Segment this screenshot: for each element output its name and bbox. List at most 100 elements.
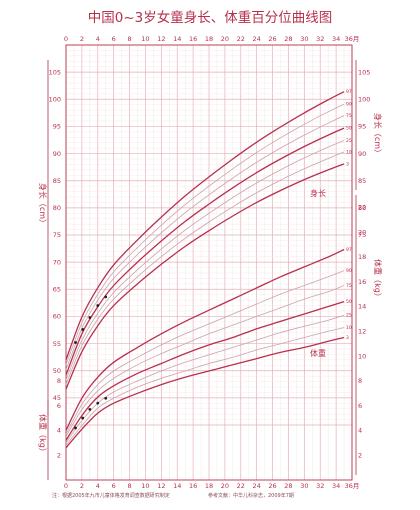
- weight-measurement-point: [88, 407, 92, 411]
- weight-tick-label-right: 18: [358, 253, 366, 261]
- length-curve-p97: [65, 91, 345, 361]
- weight-tick-label-right: 22: [358, 204, 366, 212]
- weight-percentile-label: 90: [346, 268, 352, 274]
- x-ticks-bottom: 0 2 4 6 8 10 12 14 16 18 20 22 24 26 28 30 32 34 36月: [64, 482, 359, 490]
- x-tick-label-bottom: 12: [157, 482, 165, 490]
- weight-percentile-label: 75: [346, 283, 352, 289]
- length-tick-label-left: 50: [53, 367, 61, 375]
- x-tick-label-bottom: 20: [221, 482, 229, 490]
- weight-tick-label-right: 4: [358, 427, 362, 435]
- length-tick-label-left: 100: [49, 95, 61, 103]
- x-tick-label-top: 6: [112, 35, 116, 43]
- weight-curve-p25: [65, 314, 345, 444]
- length-tick-label-left: 105: [49, 68, 61, 76]
- length-tick-label-left: 55: [53, 340, 61, 348]
- weight-curve-p10: [65, 327, 345, 446]
- x-tick-label-top: 18: [205, 35, 213, 43]
- x-tick-label-top: 14: [173, 35, 181, 43]
- x-tick-label-top: 32: [316, 35, 324, 43]
- weight-percentile-label: 97: [346, 247, 352, 253]
- length-tick-label-left: 45: [53, 394, 61, 402]
- length-measurement-point: [104, 295, 108, 299]
- x-tick-label-bottom: 0: [64, 482, 68, 490]
- x-tick-label-bottom: 24: [253, 482, 261, 490]
- x-tick-label-top: 34: [332, 35, 340, 43]
- weight-axis-label-left: 体重（kg）: [38, 414, 48, 456]
- length-tick-label-right: 90: [358, 150, 366, 158]
- length-percentile-label: 10: [346, 149, 352, 155]
- x-tick-label-top: 26: [268, 35, 276, 43]
- length-percentile-label: 90: [346, 102, 352, 108]
- x-ticks-top: 0 2 4 6 8 10 12 14 16 18 20 22 24 26 28 30 32 34 36月: [64, 35, 359, 43]
- x-tick-label-top: 36月: [345, 35, 360, 43]
- length-tick-label-left: 80: [53, 204, 61, 212]
- length-tick-label-left: 85: [53, 177, 61, 185]
- length-tick-label-right: 95: [358, 123, 366, 131]
- length-measurement-point: [96, 304, 100, 307]
- length-tick-label-right: 80: [358, 204, 366, 212]
- weight-series-label: 体重: [310, 348, 326, 358]
- source-note: 注：根据2005年九市儿童体格发育调查数据研究制定: [52, 492, 170, 499]
- weight-percentile-label: 10: [346, 325, 352, 331]
- weight-curve-p50: [65, 300, 345, 441]
- x-tick-label-bottom: 8: [127, 482, 131, 490]
- x-tick-label-top: 12: [157, 35, 165, 43]
- x-tick-label-top: 8: [127, 35, 131, 43]
- length-tick-label-right: 100: [358, 95, 370, 103]
- x-tick-label-top: 20: [221, 35, 229, 43]
- x-tick-label-bottom: 6: [112, 482, 116, 490]
- x-tick-label-bottom: 10: [141, 482, 149, 490]
- weight-curve-p75: [65, 285, 345, 437]
- x-tick-label-bottom: 34: [332, 482, 340, 490]
- weight-axis-label-right: 体重（kg）: [373, 259, 383, 301]
- length-curve-p90: [65, 103, 345, 365]
- grid: [47, 44, 357, 481]
- length-tick-label-right: 105: [358, 68, 370, 76]
- length-tick-label-left: 90: [53, 150, 61, 158]
- length-tick-label-right: 85: [358, 177, 366, 185]
- length-percentile-label: 3: [346, 161, 349, 167]
- length-percentile-label: 50: [346, 126, 352, 132]
- x-tick-label-top: 24: [253, 35, 261, 43]
- x-tick-label-top: 4: [96, 35, 100, 43]
- length-tick-label-left: 65: [53, 285, 61, 293]
- weight-tick-label-left: 8: [57, 377, 61, 385]
- weight-measurement-point: [81, 416, 85, 420]
- reference-note: 参考文献：中华儿科杂志，2009年7期: [208, 492, 294, 499]
- weight-tick-label-left: 6: [57, 402, 61, 410]
- x-tick-label-bottom: 32: [316, 482, 324, 490]
- length-curve-p50: [65, 127, 345, 376]
- length-tick-label-left: 60: [53, 313, 61, 321]
- x-tick-label-top: 30: [300, 35, 308, 43]
- chart-title: 中国0~3岁女童身长、体重百分位曲线图: [88, 9, 333, 26]
- weight-tick-label-right: 2: [358, 451, 362, 459]
- x-tick-label-top: 16: [189, 35, 197, 43]
- x-tick-label-bottom: 30: [300, 482, 308, 490]
- length-tick-label-left: 95: [53, 123, 61, 131]
- weight-measurement-point: [104, 396, 108, 400]
- weight-tick-label-left: 4: [57, 427, 61, 435]
- length-series-label: 身长: [310, 188, 326, 198]
- length-curve-p3: [65, 163, 345, 390]
- weight-tick-label-right: 8: [358, 377, 362, 385]
- x-tick-label-top: 22: [237, 35, 245, 43]
- length-axis-label-right: 身长（cm）: [373, 113, 383, 157]
- y-ticks: 45 50 55 60 65 70 75 80 85 90 95 100 105 75 80 85 90 95 10…: [49, 68, 371, 459]
- measurement-points: [74, 295, 108, 430]
- x-tick-label-top: 28: [284, 35, 292, 43]
- x-tick-label-bottom: 28: [284, 482, 292, 490]
- x-tick-label-bottom: 36月: [345, 482, 360, 490]
- x-tick-label-top: 10: [141, 35, 149, 43]
- weight-percentile-label: 50: [346, 299, 352, 305]
- length-percentile-label: 97: [346, 89, 352, 95]
- length-tick-label-right: 75: [358, 231, 366, 239]
- x-tick-label-top: 0: [64, 35, 68, 43]
- weight-percentile-label: 25: [346, 313, 352, 319]
- percentile-curves: 3 10 25 50 75 90 97 3 10 25 50 75 90 97: [65, 89, 352, 449]
- weight-curve-p97: [65, 248, 345, 431]
- weight-percentile-label: 3: [346, 335, 349, 341]
- weight-tick-label-right: 20: [358, 228, 366, 236]
- weight-curve-p3: [65, 336, 345, 449]
- weight-curve-p90: [65, 270, 345, 435]
